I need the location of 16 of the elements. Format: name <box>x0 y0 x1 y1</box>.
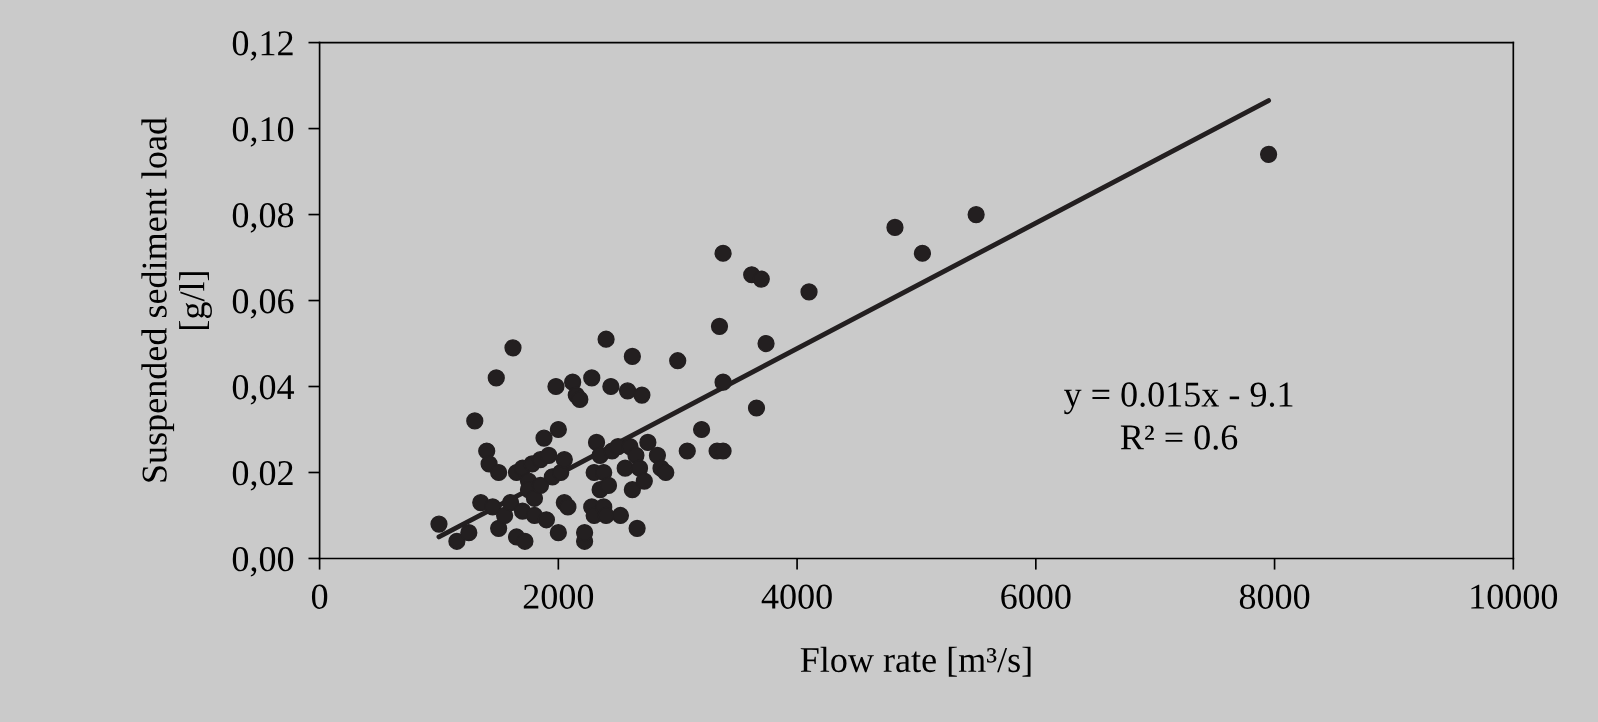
y-tick-label: 0,12 <box>232 31 293 61</box>
y-tick-label: 0,04 <box>232 375 295 405</box>
y-tick-label: 0,02 <box>232 461 293 491</box>
y-tick-label: 0,08 <box>232 203 294 233</box>
annotation: y = 0.015x - 9.1 R² = 0.6 <box>1064 382 1293 450</box>
x-tick-label: 10000 <box>1471 584 1558 609</box>
x-tick-label: 4000 <box>761 584 832 609</box>
x-tick-label: 8000 <box>1239 584 1310 609</box>
y-axis-title: Suspended sediment load [g/l] <box>141 117 212 482</box>
y-tick-label: 0,06 <box>232 289 294 319</box>
y-tick-label: 0,00 <box>232 546 294 577</box>
x-tick-label: 2000 <box>523 584 594 609</box>
x-tick-label: 6000 <box>1001 584 1071 609</box>
y-tick-label: 0,10 <box>232 117 294 147</box>
x-axis-title: Flow rate [m³/s] <box>800 646 1031 677</box>
x-tick-label: 0 <box>311 584 328 609</box>
